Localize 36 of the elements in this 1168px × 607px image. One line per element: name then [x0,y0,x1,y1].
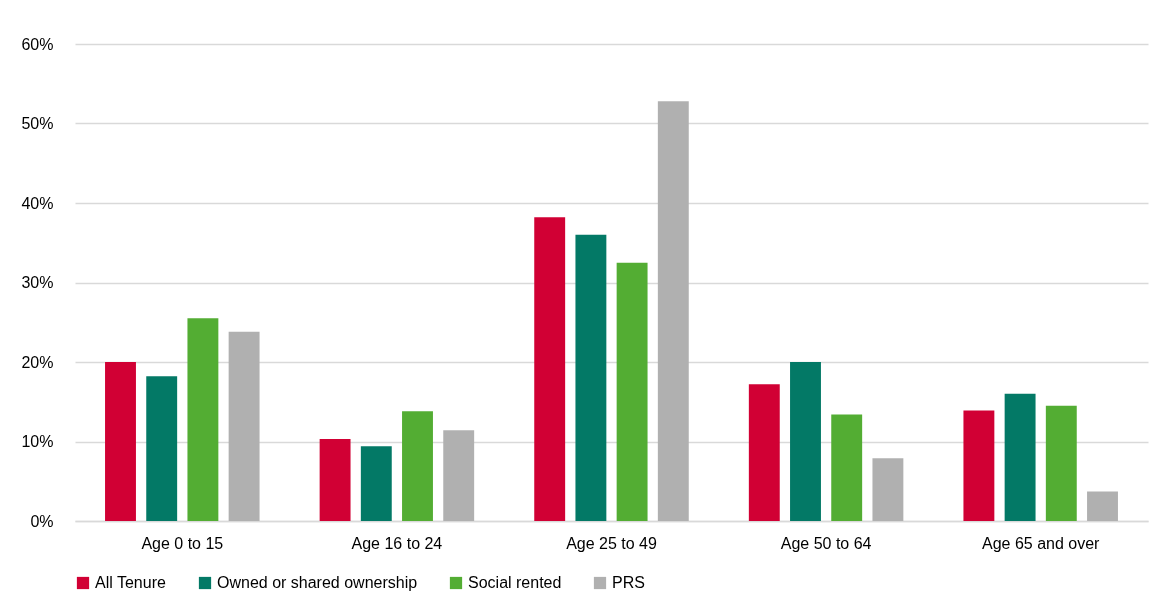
y-tick-label: 0% [30,512,54,530]
bar [105,362,136,521]
y-tick-label: 60% [21,35,54,53]
bar [790,362,821,521]
bar [319,439,351,521]
y-tick-label: 40% [21,194,54,212]
bar [963,410,995,521]
bar [1087,491,1118,521]
bar [657,101,689,521]
y-tick-label: 10% [21,433,54,450]
bar [1045,405,1077,521]
bar [360,446,392,521]
bar [534,217,566,521]
legend-label: PRS [612,574,645,591]
x-tick-label: Age 25 to 49 [566,534,657,552]
x-tick-label: Age 16 to 24 [351,534,443,552]
legend-label: All Tenure [95,574,166,591]
x-tick-label: Age 65 and over [981,534,1101,552]
bar [228,331,260,521]
bar [575,234,607,521]
bar [831,414,863,521]
bar [748,384,780,521]
legend-label: Owned or shared ownership [217,574,418,591]
y-tick-label: 50% [21,115,54,132]
x-tick-label: Age 50 to 64 [780,534,872,552]
y-tick-label: 30% [21,274,54,291]
bar [187,318,219,521]
legend-label: Social rented [468,574,562,591]
x-tick-label: Age 0 to 15 [141,534,224,552]
bar [402,411,433,521]
bar [146,376,178,521]
bar [1004,393,1036,521]
y-tick-label: 20% [21,353,54,371]
bar [616,262,648,521]
bar [872,458,904,521]
bar [443,430,475,521]
